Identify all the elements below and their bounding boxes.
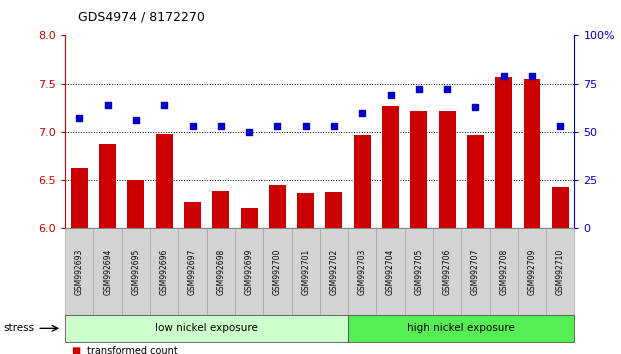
Text: GSM992696: GSM992696 xyxy=(160,249,169,295)
Text: GSM992700: GSM992700 xyxy=(273,249,282,295)
Bar xyxy=(382,106,399,228)
Text: ■: ■ xyxy=(71,346,81,354)
Bar xyxy=(99,144,116,228)
Bar xyxy=(325,192,342,228)
Bar xyxy=(212,191,229,228)
Point xyxy=(555,123,565,129)
Point xyxy=(499,73,509,79)
Text: GSM992701: GSM992701 xyxy=(301,249,310,295)
Bar xyxy=(552,187,569,228)
Text: stress: stress xyxy=(3,323,34,333)
Text: GSM992697: GSM992697 xyxy=(188,249,197,295)
Text: GSM992709: GSM992709 xyxy=(527,249,537,295)
Point xyxy=(442,87,452,92)
Point xyxy=(386,92,396,98)
Point xyxy=(131,118,141,123)
Point xyxy=(329,123,339,129)
Bar xyxy=(495,77,512,228)
Text: GSM992695: GSM992695 xyxy=(132,249,140,295)
Point xyxy=(244,129,254,135)
Text: GSM992703: GSM992703 xyxy=(358,249,367,295)
Bar xyxy=(410,111,427,228)
Bar xyxy=(467,135,484,228)
Bar xyxy=(297,193,314,228)
Text: GSM992706: GSM992706 xyxy=(443,249,451,295)
Text: GSM992694: GSM992694 xyxy=(103,249,112,295)
Text: GSM992702: GSM992702 xyxy=(330,249,338,295)
Text: GSM992698: GSM992698 xyxy=(216,249,225,295)
Text: transformed count: transformed count xyxy=(87,346,178,354)
Point xyxy=(159,102,169,108)
Text: low nickel exposure: low nickel exposure xyxy=(155,323,258,333)
Point xyxy=(273,123,283,129)
Text: GSM992699: GSM992699 xyxy=(245,249,253,295)
Point xyxy=(216,123,226,129)
Point xyxy=(301,123,310,129)
Point xyxy=(75,115,84,121)
Point xyxy=(471,104,481,110)
Bar xyxy=(240,208,258,228)
Point xyxy=(527,73,537,79)
Text: GSM992707: GSM992707 xyxy=(471,249,480,295)
Text: high nickel exposure: high nickel exposure xyxy=(407,323,515,333)
Bar xyxy=(127,180,145,228)
Text: GSM992693: GSM992693 xyxy=(75,249,84,295)
Bar xyxy=(524,79,540,228)
Bar xyxy=(184,202,201,228)
Text: GDS4974 / 8172270: GDS4974 / 8172270 xyxy=(78,11,204,24)
Text: GSM992704: GSM992704 xyxy=(386,249,395,295)
Bar xyxy=(269,185,286,228)
Bar xyxy=(71,167,88,228)
Point xyxy=(188,123,197,129)
Point xyxy=(414,87,424,92)
Text: GSM992708: GSM992708 xyxy=(499,249,508,295)
Text: GSM992705: GSM992705 xyxy=(414,249,424,295)
Point xyxy=(102,102,112,108)
Point xyxy=(357,110,367,115)
Bar xyxy=(354,135,371,228)
Bar xyxy=(156,134,173,228)
Bar xyxy=(438,111,456,228)
Text: GSM992710: GSM992710 xyxy=(556,249,564,295)
